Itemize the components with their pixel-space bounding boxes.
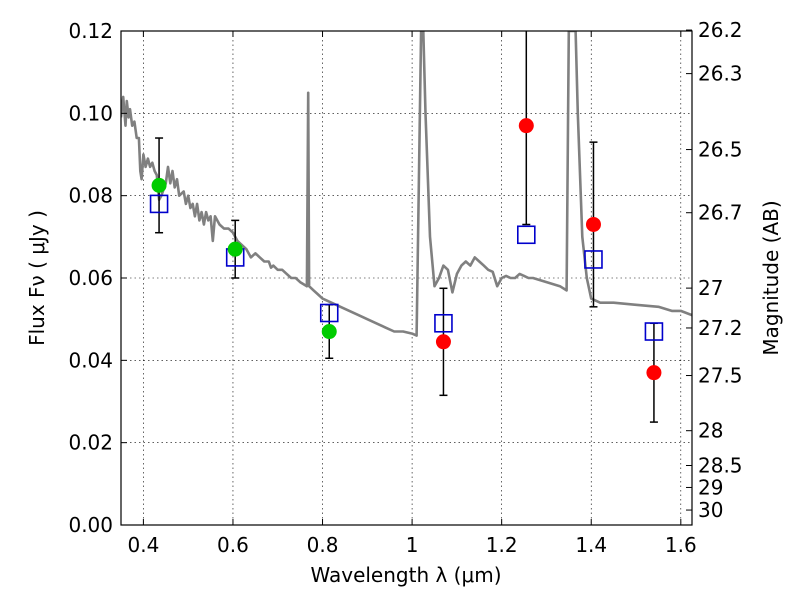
grid — [121, 31, 692, 525]
magnitude-tick-label: 28.5 — [698, 453, 743, 477]
observed-detection-point — [227, 241, 243, 257]
model-band-markers — [149, 194, 664, 341]
y-tick-label: 0.04 — [68, 348, 113, 372]
ticks — [121, 29, 692, 526]
observed-detection-point — [321, 324, 337, 340]
x-tick-label: 0.6 — [217, 533, 249, 557]
x-tick-label: 1.2 — [486, 533, 518, 557]
right-axis-label: Magnitude (AB) — [759, 200, 783, 355]
magnitude-tick-label: 28 — [698, 419, 723, 443]
x-tick-label: 0.4 — [127, 533, 159, 557]
model-band-square — [319, 303, 339, 323]
observed-detection-point — [151, 177, 167, 193]
magnitude-tick-label: 26.2 — [698, 18, 743, 42]
magnitude-tick-label: 27.5 — [698, 364, 743, 388]
y-tick-labels: 0.00 0.02 0.04 0.06 0.08 0.10 0.12 — [68, 19, 113, 537]
y-tick-label: 0.10 — [68, 101, 113, 125]
model-spectrum-line — [121, 31, 692, 337]
observed-markers — [151, 118, 662, 381]
magnitude-tick-label: 26.7 — [698, 201, 743, 225]
x-tick-labels: 0.4 0.6 0.8 1 1.2 1.4 1.6 — [127, 533, 696, 557]
observed-lowsnr-point — [518, 118, 534, 134]
model-band-square — [434, 313, 453, 333]
model-band-square — [149, 194, 169, 214]
magnitude-tick-label: 30 — [698, 498, 723, 522]
magnitude-tick-label: 26.5 — [698, 138, 743, 162]
x-tick-label: 1.4 — [575, 533, 607, 557]
model-band-square — [584, 250, 603, 269]
y-tick-label: 0.00 — [68, 513, 113, 537]
y-tick-label: 0.08 — [68, 184, 113, 208]
y-axis-label: Flux Fν ( μJy ) — [25, 210, 49, 346]
magnitude-tick-label: 27 — [698, 276, 723, 300]
x-tick-label: 1 — [406, 533, 419, 557]
y-tick-label: 0.12 — [68, 19, 113, 43]
model-band-square — [516, 225, 536, 245]
magnitude-tick-label: 26.3 — [698, 62, 743, 86]
x-tick-label: 0.8 — [307, 533, 339, 557]
y-tick-label: 0.02 — [68, 431, 113, 455]
y-tick-label: 0.06 — [68, 266, 113, 290]
model-band-square — [644, 322, 664, 341]
observed-lowsnr-point — [435, 334, 451, 350]
model-spectrum-layer — [121, 31, 692, 337]
x-tick-label: 1.6 — [665, 533, 697, 557]
observed-lowsnr-point — [646, 365, 662, 381]
x-axis-label: Wavelength λ (μm) — [310, 563, 501, 587]
observed-lowsnr-point — [585, 216, 601, 232]
magnitude-tick-label: 27.2 — [698, 316, 743, 340]
magnitude-tick-label: 29 — [698, 475, 723, 499]
